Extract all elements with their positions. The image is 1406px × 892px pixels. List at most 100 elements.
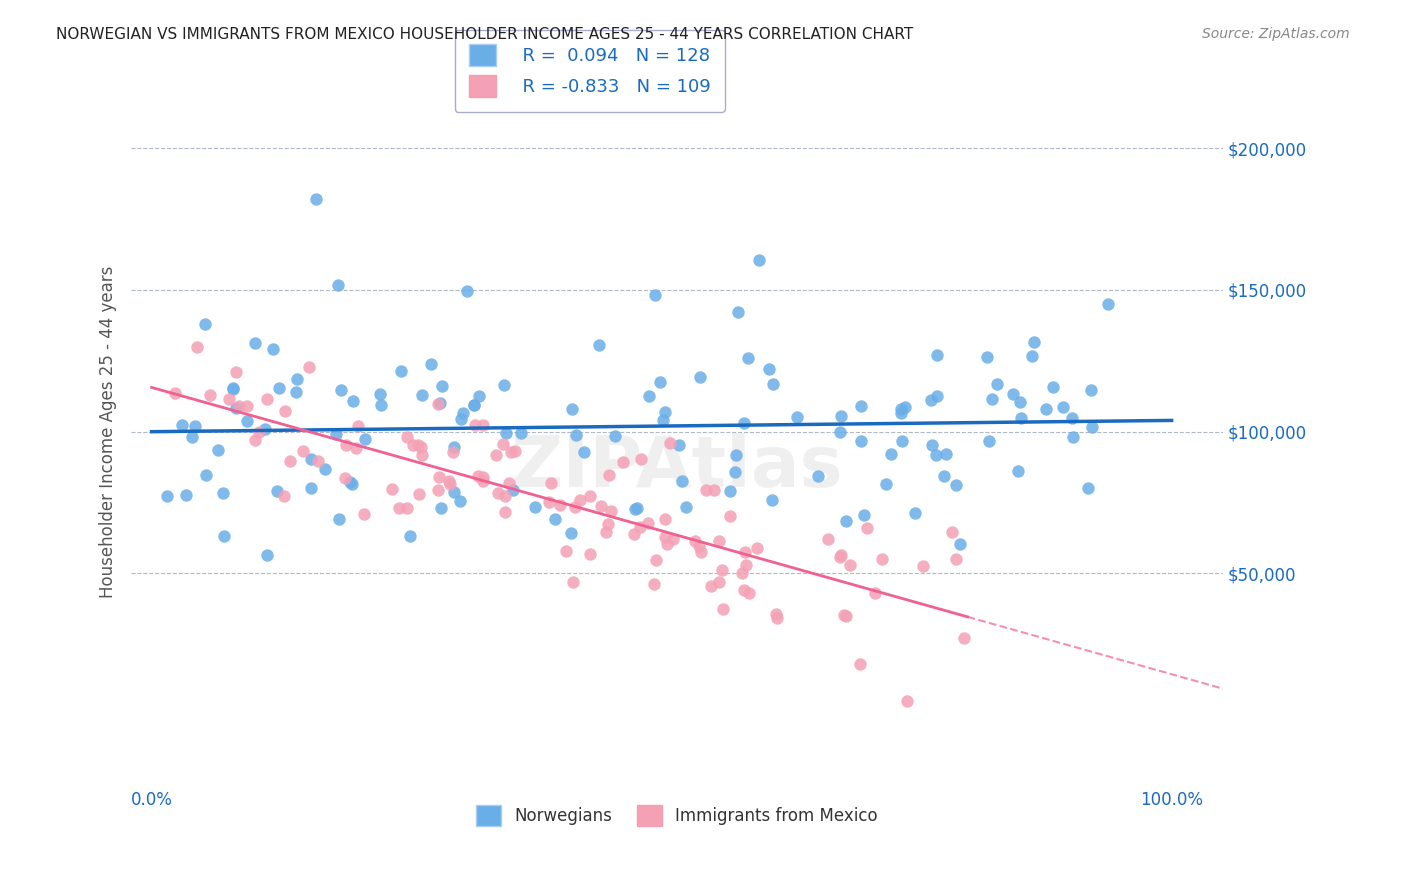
Point <box>354 432 377 446</box>
Point <box>683 533 706 548</box>
Point <box>911 559 934 574</box>
Point <box>671 475 693 489</box>
Point <box>439 477 461 491</box>
Point <box>262 342 284 356</box>
Point <box>890 406 912 420</box>
Point <box>307 453 329 467</box>
Point <box>733 416 755 430</box>
Point <box>395 430 418 444</box>
Y-axis label: Householder Income Ages 25 - 44 years: Householder Income Ages 25 - 44 years <box>100 266 117 598</box>
Point <box>181 430 204 444</box>
Point <box>981 392 1004 406</box>
Point <box>650 376 672 390</box>
Point <box>156 489 179 503</box>
Point <box>734 558 756 572</box>
Point <box>761 492 783 507</box>
Point <box>738 586 761 600</box>
Point <box>411 441 433 455</box>
Point <box>247 425 270 440</box>
Point <box>945 478 967 492</box>
Point <box>724 465 747 479</box>
Point <box>643 576 665 591</box>
Point <box>654 530 676 544</box>
Point <box>501 445 523 459</box>
Point <box>979 434 1001 448</box>
Point <box>832 608 855 623</box>
Point <box>184 419 207 434</box>
Point <box>560 525 582 540</box>
Point <box>498 475 520 490</box>
Point <box>921 438 943 452</box>
Point <box>328 512 350 526</box>
Point <box>565 427 588 442</box>
Point <box>638 389 661 403</box>
Point <box>766 611 789 625</box>
Point <box>945 551 967 566</box>
Point <box>450 412 472 426</box>
Point <box>325 426 347 441</box>
Point <box>830 409 852 424</box>
Point <box>333 470 356 484</box>
Point <box>652 413 675 427</box>
Point <box>623 527 645 541</box>
Point <box>986 376 1008 391</box>
Point <box>449 494 471 508</box>
Point <box>485 448 508 462</box>
Point <box>427 483 450 498</box>
Point <box>856 521 879 535</box>
Point <box>353 508 375 522</box>
Point <box>555 544 578 558</box>
Point <box>562 574 585 589</box>
Point <box>278 454 301 468</box>
Point <box>212 529 235 543</box>
Point <box>718 508 741 523</box>
Point <box>443 440 465 454</box>
Point <box>695 483 717 498</box>
Point <box>468 389 491 403</box>
Point <box>494 505 516 519</box>
Text: Source: ZipAtlas.com: Source: ZipAtlas.com <box>1202 27 1350 41</box>
Point <box>870 552 893 566</box>
Point <box>865 586 887 600</box>
Point <box>411 449 433 463</box>
Point <box>198 388 221 402</box>
Point <box>628 520 651 534</box>
Point <box>1062 430 1084 444</box>
Point <box>880 447 903 461</box>
Point <box>835 609 858 624</box>
Point <box>218 392 240 406</box>
Point <box>222 381 245 395</box>
Point <box>228 399 250 413</box>
Point <box>463 398 485 412</box>
Point <box>599 504 621 518</box>
Point <box>495 426 517 441</box>
Point <box>1077 481 1099 495</box>
Point <box>370 398 392 412</box>
Point <box>222 382 245 396</box>
Point <box>451 406 474 420</box>
Point <box>540 476 562 491</box>
Point <box>976 350 998 364</box>
Point <box>254 422 277 436</box>
Point <box>1081 419 1104 434</box>
Point <box>598 467 620 482</box>
Point <box>637 516 659 530</box>
Point <box>709 534 731 549</box>
Point <box>935 447 957 461</box>
Point <box>807 469 830 483</box>
Point <box>326 277 349 292</box>
Point <box>195 468 218 483</box>
Point <box>285 371 308 385</box>
Point <box>654 512 676 526</box>
Point <box>765 607 787 622</box>
Point <box>523 500 546 515</box>
Point <box>437 474 460 488</box>
Point <box>225 365 247 379</box>
Point <box>170 417 193 432</box>
Legend: Norwegians, Immigrants from Mexico: Norwegians, Immigrants from Mexico <box>468 797 886 834</box>
Point <box>486 486 509 500</box>
Point <box>737 351 759 365</box>
Point <box>1060 411 1083 425</box>
Point <box>245 336 267 351</box>
Point <box>668 438 690 452</box>
